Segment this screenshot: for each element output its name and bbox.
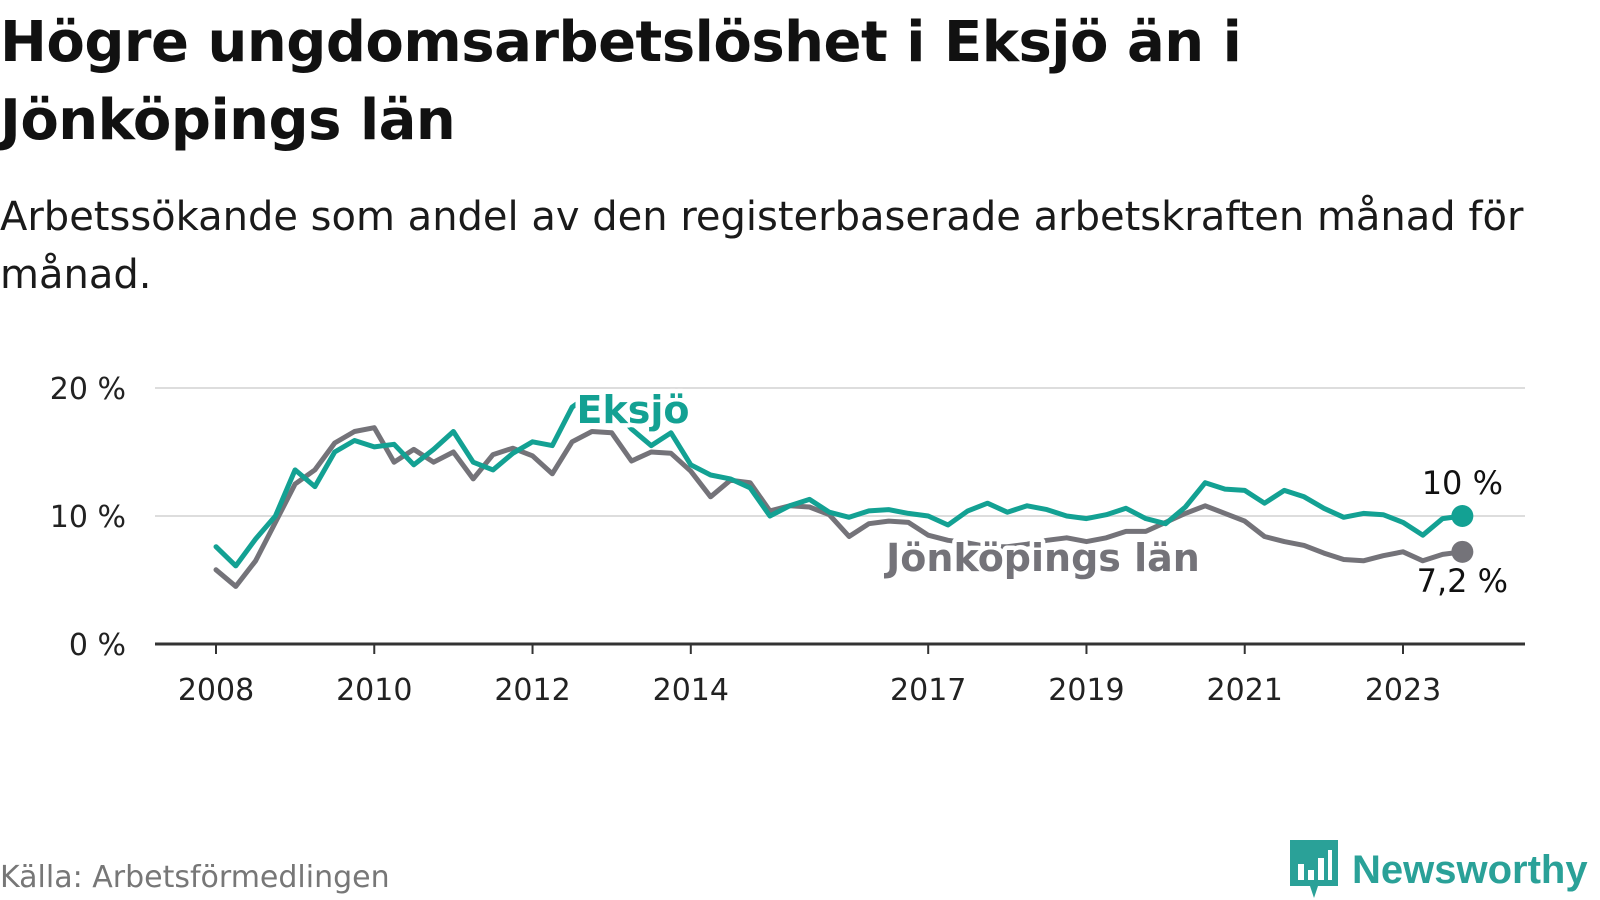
eksjo-end-value: 10 % xyxy=(1422,464,1503,502)
eksjo-end-point xyxy=(1451,505,1474,527)
x-tick-label: 2017 xyxy=(890,673,966,708)
x-tick-label: 2010 xyxy=(336,673,412,708)
y-tick-label: 10 % xyxy=(50,500,126,535)
newsworthy-brand[interactable]: Newsworthy xyxy=(1290,840,1588,900)
chart-title: Högre ungdomsarbetslöshet i Eksjö än i J… xyxy=(0,10,1242,153)
brand-name: Newsworthy xyxy=(1352,847,1588,892)
grid-lines: 0 % 10 % 20 % xyxy=(50,372,1525,663)
jonkoping-lan-series-label: Jönköpings län xyxy=(883,536,1200,580)
chart-subtitle: Arbetssökande som andel av den registerb… xyxy=(0,194,1524,298)
eksjo-series-label: Eksjö xyxy=(577,388,690,432)
x-tick-label: 2014 xyxy=(653,673,729,708)
newsworthy-logo-icon xyxy=(1290,840,1338,898)
series-labels: Eksjö Jönköpings län 10 % 7,2 % xyxy=(572,384,1508,600)
eksjo-line xyxy=(213,390,1465,569)
jonkoping-lan-end-value: 7,2 % xyxy=(1417,562,1508,600)
x-tick-label: 2023 xyxy=(1365,673,1441,708)
x-axis: 2008 2010 2012 2014 2017 2019 2021 2023 xyxy=(155,642,1525,708)
line-chart: 0 % 10 % 20 % 2008 2010 2012 2014 2017 2019 2021… xyxy=(50,372,1525,708)
x-tick-label: 2012 xyxy=(494,673,570,708)
x-tick-label: 2021 xyxy=(1207,673,1283,708)
y-tick-label: 20 % xyxy=(50,372,126,407)
source-note: Källa: Arbetsförmedlingen xyxy=(0,860,390,895)
series-lines xyxy=(213,390,1474,589)
jonkoping-lan-end-point xyxy=(1451,540,1474,563)
x-tick-label: 2008 xyxy=(178,673,254,708)
x-tick-label: 2019 xyxy=(1048,673,1124,708)
y-tick-label: 0 % xyxy=(69,628,126,663)
